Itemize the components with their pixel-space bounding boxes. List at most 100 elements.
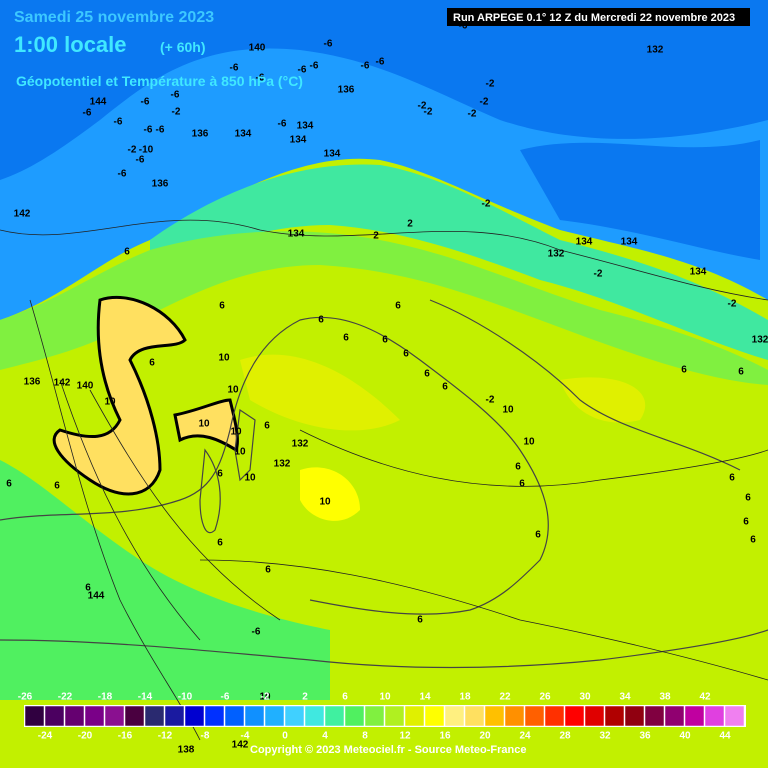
- contour-label: 134: [690, 267, 707, 278]
- legend-tick-label: 20: [479, 731, 491, 742]
- legend-tick-label: 0: [282, 731, 288, 742]
- date-title: Samedi 25 novembre 2023: [14, 9, 214, 26]
- legend-swatch: [224, 705, 245, 727]
- legend-swatch: [484, 705, 505, 727]
- contour-label: 2: [373, 231, 379, 242]
- coastlines: [0, 299, 768, 669]
- legend-tick-label: 2: [302, 692, 308, 703]
- contour-label: 132: [274, 459, 291, 470]
- legend-tick-label: -26: [18, 692, 33, 703]
- contour-label: 6: [217, 538, 223, 549]
- green-south: [0, 460, 330, 700]
- legend-tick-label: 18: [459, 692, 471, 703]
- local-time: 1:00 locale: [14, 32, 127, 57]
- legend-swatch: [244, 705, 265, 727]
- legend-swatch: [364, 705, 385, 727]
- contour-label: 134: [290, 135, 307, 146]
- contour-label: -2: [486, 395, 495, 406]
- contour-label: 6: [85, 583, 91, 594]
- legend-tick-label: 16: [439, 731, 451, 742]
- contour-label: -6: [230, 63, 239, 74]
- legend-swatch: [344, 705, 365, 727]
- contour-label: 6: [403, 349, 409, 360]
- cold-core: [0, 0, 768, 180]
- legend-swatch: [304, 705, 325, 727]
- legend-swatch: [464, 705, 485, 727]
- legend-swatch: [704, 705, 725, 727]
- contour-label: 10: [227, 385, 239, 396]
- contour-label: 132: [548, 249, 565, 260]
- contour-label: -6: [144, 125, 153, 136]
- contour-label: -6: [459, 21, 468, 32]
- yellow-patch: [560, 377, 646, 423]
- legend-swatch: [184, 705, 205, 727]
- legend-swatch: [664, 705, 685, 727]
- contour-label: 10: [502, 405, 514, 416]
- legend-swatch: [104, 705, 125, 727]
- legend-swatch: [644, 705, 665, 727]
- contour-label: -6: [118, 169, 127, 180]
- contour-label: -6: [361, 61, 370, 72]
- yellow-patch: [240, 354, 400, 431]
- legend-swatch: [524, 705, 545, 727]
- warm-zone: [52, 295, 187, 496]
- color-scale: -26 -22 -18 -14 -10 -6 -2 2 6 10 14 18 22 26 30 34 38 42-…: [18, 692, 746, 742]
- contour-label: 6: [738, 367, 744, 378]
- legend-tick-label: -22: [58, 692, 73, 703]
- contour-label: 6: [743, 517, 749, 528]
- legend-swatch: [564, 705, 585, 727]
- contour-label: 6: [750, 535, 756, 546]
- legend-tick-label: 30: [579, 692, 591, 703]
- contour-label: 136: [338, 85, 355, 96]
- contour-label: 140: [249, 43, 266, 54]
- legend-swatch: [324, 705, 345, 727]
- legend-swatch: [584, 705, 605, 727]
- contour-label: -6: [278, 119, 287, 130]
- legend-swatch: [404, 705, 425, 727]
- contour-label: 10: [218, 353, 230, 364]
- contour-label: 132: [292, 439, 309, 450]
- contour-label: 6: [6, 479, 12, 490]
- contour-label: 136: [24, 377, 41, 388]
- legend-tick-label: 28: [559, 731, 571, 742]
- contour-label: 6: [395, 301, 401, 312]
- contour-label: 6: [681, 365, 687, 376]
- contour-label: 134: [235, 129, 252, 140]
- legend-swatch: [424, 705, 445, 727]
- contour-label: 10: [234, 447, 246, 458]
- contour-label: -6: [83, 108, 92, 119]
- legend-tick-label: -4: [241, 731, 250, 742]
- contour-label: 134: [621, 237, 638, 248]
- contour-label: 6: [343, 333, 349, 344]
- contour-label: -6: [136, 155, 145, 166]
- contour-label: 6: [745, 493, 751, 504]
- legend-swatch: [264, 705, 285, 727]
- contour-label: 140: [77, 381, 94, 392]
- run-info: Run ARPEGE 0.1° 12 Z du Mercredi 22 nove…: [453, 12, 735, 24]
- legend-swatch: [284, 705, 305, 727]
- contour-label: 144: [88, 591, 105, 602]
- legend-tick-label: -10: [178, 692, 193, 703]
- contour-label: 2: [407, 219, 413, 230]
- contour-label: 144: [90, 97, 107, 108]
- contour-label: -6: [141, 97, 150, 108]
- contour-label: -2: [128, 145, 137, 156]
- contour-label: 132: [752, 335, 768, 346]
- contour-label: 6: [519, 479, 525, 490]
- contour-label: -2: [172, 107, 181, 118]
- legend-tick-label: 14: [419, 692, 431, 703]
- legend-swatch: [124, 705, 145, 727]
- contour-label: -6: [114, 117, 123, 128]
- contour-label: 136: [192, 129, 209, 140]
- legend-tick-label: 34: [619, 692, 631, 703]
- run-box: [447, 8, 750, 26]
- legend-tick-label: 44: [719, 731, 731, 742]
- legend-swatch: [544, 705, 565, 727]
- legend-tick-label: -2: [261, 692, 270, 703]
- contour-label: -6: [376, 57, 385, 68]
- contour-label: 6: [442, 382, 448, 393]
- yellow-patch: [300, 467, 360, 521]
- contour-label: 6: [729, 473, 735, 484]
